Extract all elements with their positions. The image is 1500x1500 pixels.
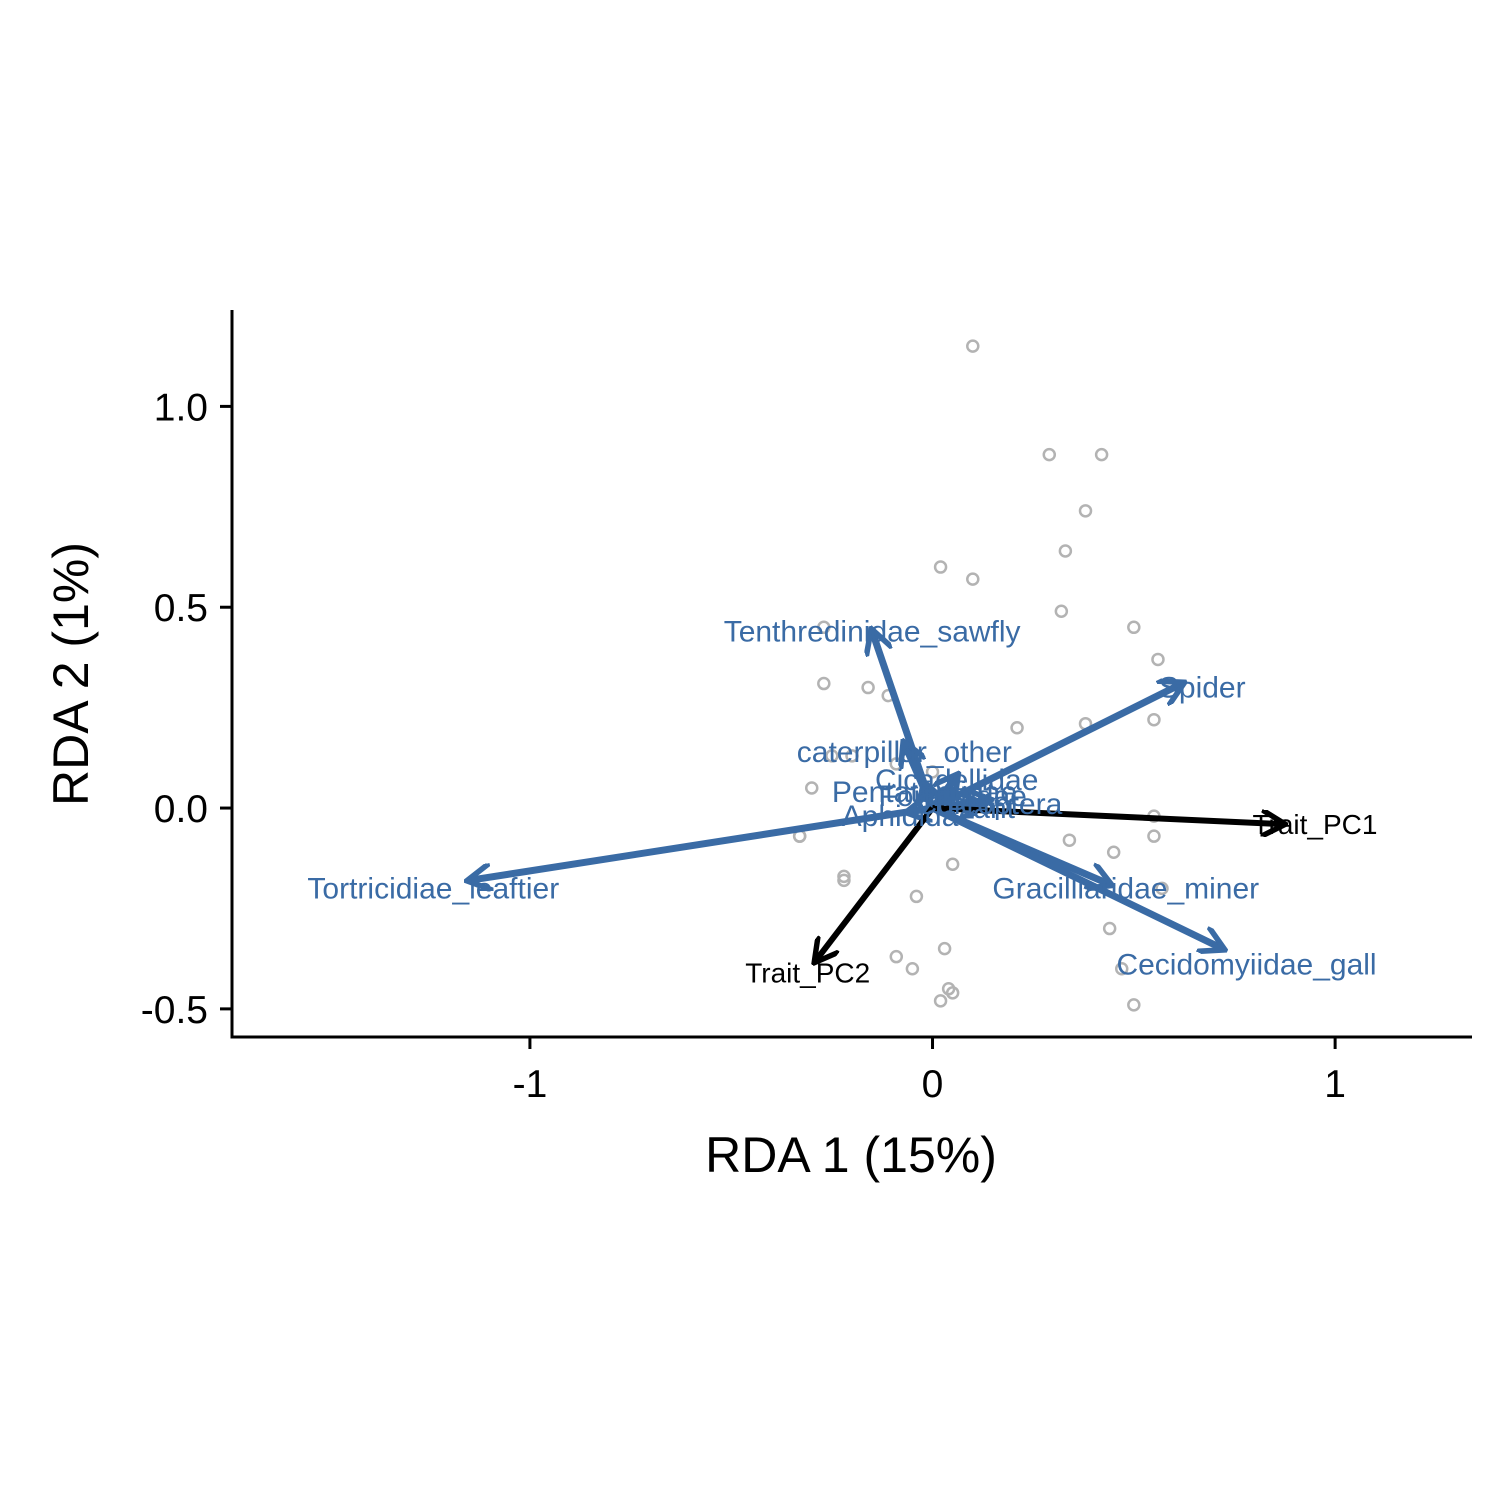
trait-label-trait-pc1: Trait_PC1 xyxy=(1252,809,1377,840)
species-labels: Tenthredinidae_sawfly Spider caterpillar_o… xyxy=(307,615,1376,981)
species-label-aphididae: Aphididae xyxy=(842,800,975,833)
site-point xyxy=(945,857,960,872)
site-point xyxy=(933,994,948,1008)
x-tick-label: -1 xyxy=(513,1063,548,1106)
trait-label-trait-pc2: Trait_PC2 xyxy=(745,958,870,989)
site-point xyxy=(966,339,980,353)
site-point xyxy=(1127,620,1141,635)
x-tick-label: 0 xyxy=(922,1063,944,1106)
species-label-spider: Spider xyxy=(1159,672,1246,705)
trait-arrow-trait-pc1 xyxy=(932,805,1283,824)
site-point xyxy=(837,869,851,884)
species-label-gracilliaridae-miner: Gracilliaridae_miner xyxy=(992,872,1259,905)
site-point xyxy=(1106,845,1121,859)
site-point xyxy=(861,680,875,695)
trait-arrows xyxy=(816,805,1283,961)
axes xyxy=(230,310,1472,1039)
site-point xyxy=(1151,652,1165,667)
y-axis-title: RDA 2 (1%) xyxy=(43,542,99,806)
y-tick-label: -0.5 xyxy=(141,989,208,1032)
site-point xyxy=(1114,961,1129,976)
y-tick-label: 0.0 xyxy=(154,788,208,831)
site-point xyxy=(1094,447,1109,462)
site-point xyxy=(937,941,952,956)
site-point xyxy=(889,949,904,964)
species-arrows xyxy=(470,631,1223,948)
trait-arrow-trait-pc2 xyxy=(816,806,935,961)
x-tick-label: 1 xyxy=(1324,1063,1346,1106)
site-point xyxy=(1147,829,1161,843)
site-point xyxy=(1042,447,1057,462)
site-point xyxy=(909,889,924,904)
site-point xyxy=(1054,604,1069,618)
species-label-cecidomyiidae-gall: Cecidomyiidae_gall xyxy=(1116,949,1376,982)
site-points xyxy=(792,339,1169,1012)
trait-labels: Trait_PC1 Trait_PC2 xyxy=(745,809,1377,989)
x-axis-ticks: -1 0 1 xyxy=(513,1037,1346,1106)
species-label-plant: Plant xyxy=(947,792,1016,825)
site-point xyxy=(1102,921,1117,936)
site-point xyxy=(804,781,819,795)
site-point xyxy=(1058,544,1073,558)
species-label-tenthredinidae-sawfly: Tenthredinidae_sawfly xyxy=(724,615,1021,648)
species-label-caterpillar-other: caterpillar_other xyxy=(797,736,1012,769)
species-label-formicidae: Formicidae xyxy=(878,780,1026,813)
site-point xyxy=(1010,720,1024,735)
site-point xyxy=(905,961,920,976)
site-point xyxy=(845,749,859,763)
site-point xyxy=(817,620,831,635)
species-label-pentatomidae: Pentatomidae xyxy=(832,776,1017,809)
site-point xyxy=(1127,998,1141,1012)
site-point xyxy=(1147,712,1161,727)
site-point xyxy=(1078,504,1093,518)
x-axis-title: RDA 1 (15%) xyxy=(705,1127,997,1183)
site-point xyxy=(945,986,960,1000)
y-axis-ticks: -0.5 0.0 0.5 1.0 xyxy=(141,386,232,1032)
species-label-cicadellidae: Cicadellidae xyxy=(875,764,1038,797)
site-point xyxy=(933,560,948,574)
species-label-coleoptera: Coleoptera xyxy=(916,788,1063,821)
species-label-tortricidiae-leaftier: Tortricidiae_leaftier xyxy=(307,872,559,905)
site-point xyxy=(1155,881,1169,896)
site-point xyxy=(966,572,980,586)
site-point xyxy=(837,873,851,888)
y-tick-label: 0.5 xyxy=(154,587,208,630)
species-arrow-tortricidiae-leaftier xyxy=(470,804,934,880)
species-arrow-cecidomyiidae-gall xyxy=(930,804,1223,949)
site-point xyxy=(1062,833,1077,847)
y-tick-label: 1.0 xyxy=(154,386,208,429)
site-point xyxy=(825,749,839,763)
site-point xyxy=(817,676,831,691)
